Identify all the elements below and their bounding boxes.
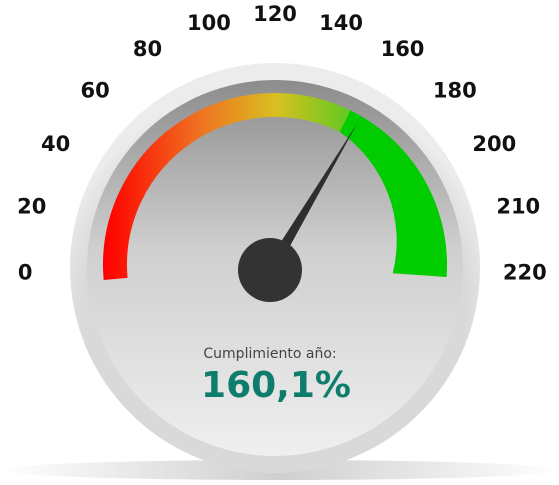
tick-label: 200	[472, 132, 516, 156]
needle-hub	[238, 238, 302, 302]
tick-label: 160	[381, 37, 425, 61]
tick-label: 220	[503, 261, 547, 285]
tick-label: 0	[18, 261, 33, 285]
color-band	[103, 93, 356, 280]
needle	[264, 123, 357, 274]
gauge-label: Cumplimiento año:	[203, 346, 336, 362]
green-zone	[339, 110, 447, 277]
tick-label: 210	[496, 194, 540, 218]
tick-label: 40	[41, 132, 70, 156]
gauge-value: 160,1%	[201, 365, 351, 406]
tick-label: 180	[433, 78, 477, 102]
tick-label: 140	[319, 11, 363, 35]
tick-label: 80	[133, 37, 162, 61]
tick-label: 60	[81, 78, 110, 102]
tick-label: 20	[17, 194, 46, 218]
tick-label: 100	[187, 11, 231, 35]
tick-label: 120	[253, 2, 297, 26]
